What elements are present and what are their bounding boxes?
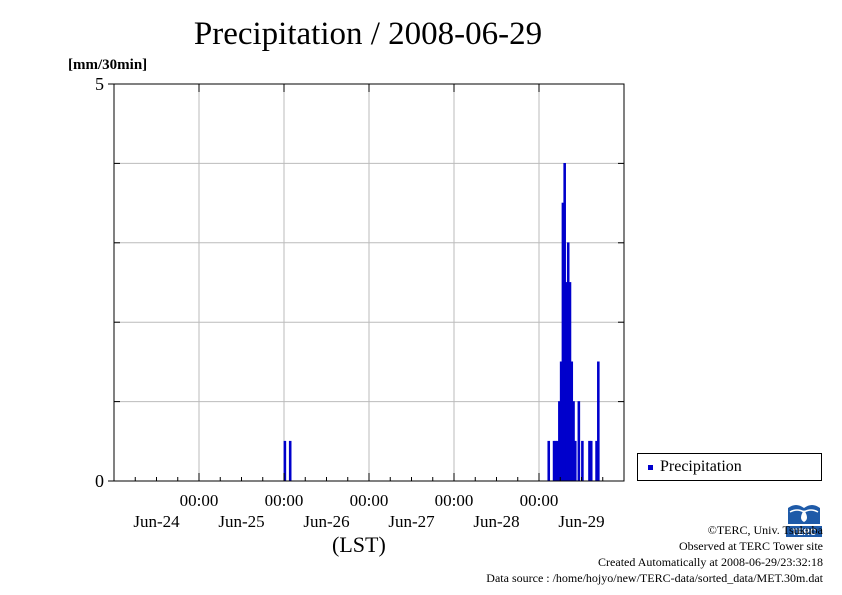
legend-swatch bbox=[648, 465, 653, 470]
y-tick-label: 5 bbox=[95, 74, 104, 94]
terc-logo: TERC bbox=[784, 502, 824, 538]
credit-site: Observed at TERC Tower site bbox=[678, 539, 823, 553]
x-tick-time-label: 00:00 bbox=[520, 491, 559, 510]
x-axis-title: (LST) bbox=[332, 532, 386, 557]
x-tick-date-label: Jun-26 bbox=[303, 512, 349, 531]
credit-source: Data source : /home/hojyo/new/TERC-data/… bbox=[486, 571, 823, 585]
legend-label: Precipitation bbox=[660, 458, 742, 475]
precipitation-bar bbox=[581, 440, 584, 482]
precipitation-bar bbox=[288, 440, 292, 482]
x-tick-time-label: 00:00 bbox=[350, 491, 389, 510]
y-axis-unit: [mm/30min] bbox=[68, 57, 148, 73]
precipitation-bar bbox=[597, 361, 600, 482]
legend: Precipitation bbox=[637, 453, 822, 481]
x-tick-time-label: 00:00 bbox=[180, 491, 219, 510]
y-tick-label: 0 bbox=[95, 471, 104, 491]
x-tick-date-label: Jun-28 bbox=[473, 512, 519, 531]
precipitation-bar bbox=[589, 440, 593, 482]
precipitation-bar bbox=[577, 401, 581, 482]
x-tick-date-label: Jun-24 bbox=[133, 512, 180, 531]
grid-lines bbox=[114, 84, 624, 481]
x-tick-time-label: 00:00 bbox=[265, 491, 304, 510]
logo-lettering: TERC bbox=[792, 527, 817, 537]
credit-copyright: ©TERC, Univ. Tsukuba bbox=[707, 523, 823, 537]
credits-block: ©TERC, Univ. Tsukuba Observed at TERC To… bbox=[486, 522, 823, 586]
x-tick-date-label: Jun-27 bbox=[388, 512, 435, 531]
x-tick-date-label: Jun-29 bbox=[558, 512, 604, 531]
credit-created: Created Automatically at 2008-06-29/23:3… bbox=[598, 555, 823, 569]
chart-title: Precipitation / 2008-06-29 bbox=[193, 16, 543, 52]
axis-labels: 00:00Jun-2400:00Jun-2500:00Jun-2600:00Ju… bbox=[95, 74, 605, 531]
x-tick-date-label: Jun-25 bbox=[218, 512, 264, 531]
bars bbox=[283, 162, 600, 482]
x-tick-time-label: 00:00 bbox=[435, 491, 474, 510]
axis-ticks bbox=[108, 83, 624, 482]
precipitation-bar bbox=[547, 440, 551, 482]
precipitation-bar bbox=[574, 440, 577, 482]
